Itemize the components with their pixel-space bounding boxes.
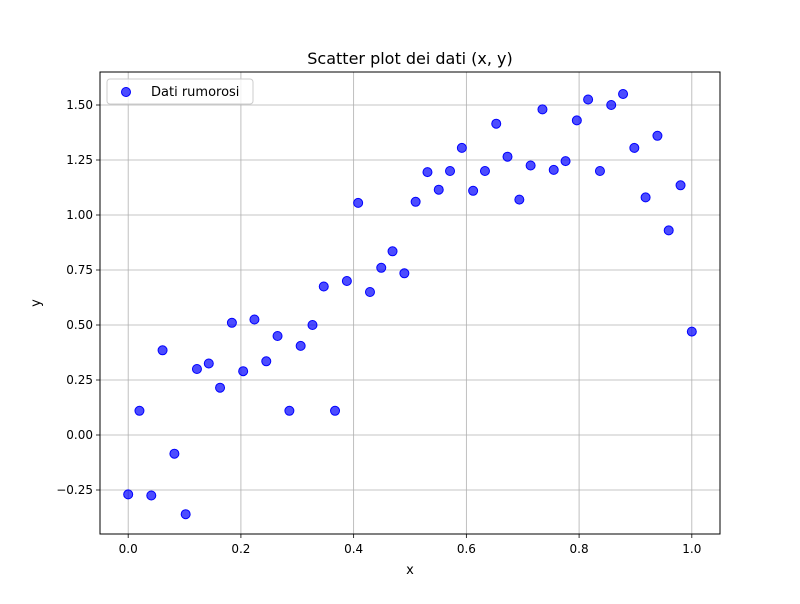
scatter-point: [675, 180, 686, 191]
y-tick-label: 1.25: [66, 153, 93, 167]
x-tick-label: 0.2: [231, 542, 250, 556]
scatter-point: [537, 104, 548, 115]
y-tick-label: −0.25: [56, 483, 93, 497]
scatter-point: [663, 225, 674, 236]
plot-frame: [99, 71, 721, 535]
scatter-point: [191, 364, 202, 374]
scatter-point: [571, 115, 582, 126]
scatter-point: [330, 405, 341, 416]
legend-marker: [121, 87, 131, 97]
scatter-point: [399, 268, 410, 279]
scatter-point: [456, 142, 467, 153]
scatter-point: [468, 185, 479, 196]
scatter-point: [433, 184, 444, 195]
legend-label: Dati rumorosi: [151, 85, 239, 100]
x-tick-label: 0.8: [570, 542, 589, 556]
y-tick-label: 0.00: [66, 428, 93, 442]
scatter-point: [238, 366, 249, 377]
scatter-point: [548, 164, 559, 175]
scatter-point: [169, 448, 180, 459]
scatter-point: [226, 317, 237, 328]
x-tick-label: 0.6: [457, 542, 476, 556]
scatter-point: [353, 197, 364, 208]
x-axis-label: x: [406, 563, 414, 578]
y-tick-label: 1.00: [66, 208, 93, 222]
scatter-point: [514, 194, 525, 205]
data-points: [123, 89, 697, 520]
y-tick-label: 0.25: [66, 373, 93, 387]
scatter-point: [479, 166, 490, 176]
scatter-point: [410, 196, 421, 207]
y-axis: −0.25 0.00 0.25 0.50 0.75 1.00 1.25 1.50: [56, 98, 100, 497]
scatter-point: [284, 405, 295, 416]
scatter-point: [364, 287, 375, 297]
scatter-point: [146, 490, 157, 501]
legend: Dati rumorosi: [106, 78, 254, 105]
scatter-point: [686, 326, 697, 337]
y-axis-label: y: [29, 299, 44, 307]
x-tick-label: 0.0: [119, 542, 138, 556]
x-axis: 0.0 0.2 0.4 0.6 0.8 1.0: [119, 534, 701, 556]
scatter-point: [652, 130, 663, 141]
scatter-point: [215, 382, 226, 393]
scatter-point: [295, 340, 306, 351]
scatter-point: [606, 100, 617, 110]
scatter-point: [594, 166, 605, 176]
scatter-point: [272, 331, 283, 341]
scatter-point: [502, 151, 513, 162]
scatter-point: [123, 489, 134, 500]
scatter-point: [583, 94, 594, 105]
scatter-point: [445, 166, 456, 176]
scatter-point: [422, 167, 433, 178]
chart-title: Scatter plot dei dati (x, y): [307, 49, 512, 68]
scatter-point: [387, 246, 398, 257]
y-tick-label: 0.50: [66, 318, 93, 332]
y-tick-label: 0.75: [66, 263, 93, 277]
x-tick-label: 0.4: [344, 542, 363, 556]
scatter-point: [491, 118, 502, 129]
scatter-point: [307, 320, 318, 330]
scatter-point: [525, 160, 536, 171]
scatter-point: [341, 276, 352, 286]
scatter-point: [180, 509, 191, 520]
scatter-point: [640, 192, 651, 203]
scatter-point: [560, 156, 571, 167]
scatter-point: [134, 405, 145, 416]
scatter-point: [203, 358, 214, 369]
scatter-point: [157, 345, 168, 356]
y-tick-label: 1.50: [66, 98, 93, 112]
grid-lines: [100, 72, 720, 534]
scatter-point: [318, 281, 329, 292]
scatter-point: [376, 262, 387, 273]
scatter-point: [629, 142, 640, 153]
scatter-point: [618, 89, 629, 99]
scatter-point: [261, 356, 272, 367]
x-tick-label: 1.0: [682, 542, 701, 556]
legend-box: [106, 78, 254, 105]
scatter-point: [249, 314, 260, 325]
